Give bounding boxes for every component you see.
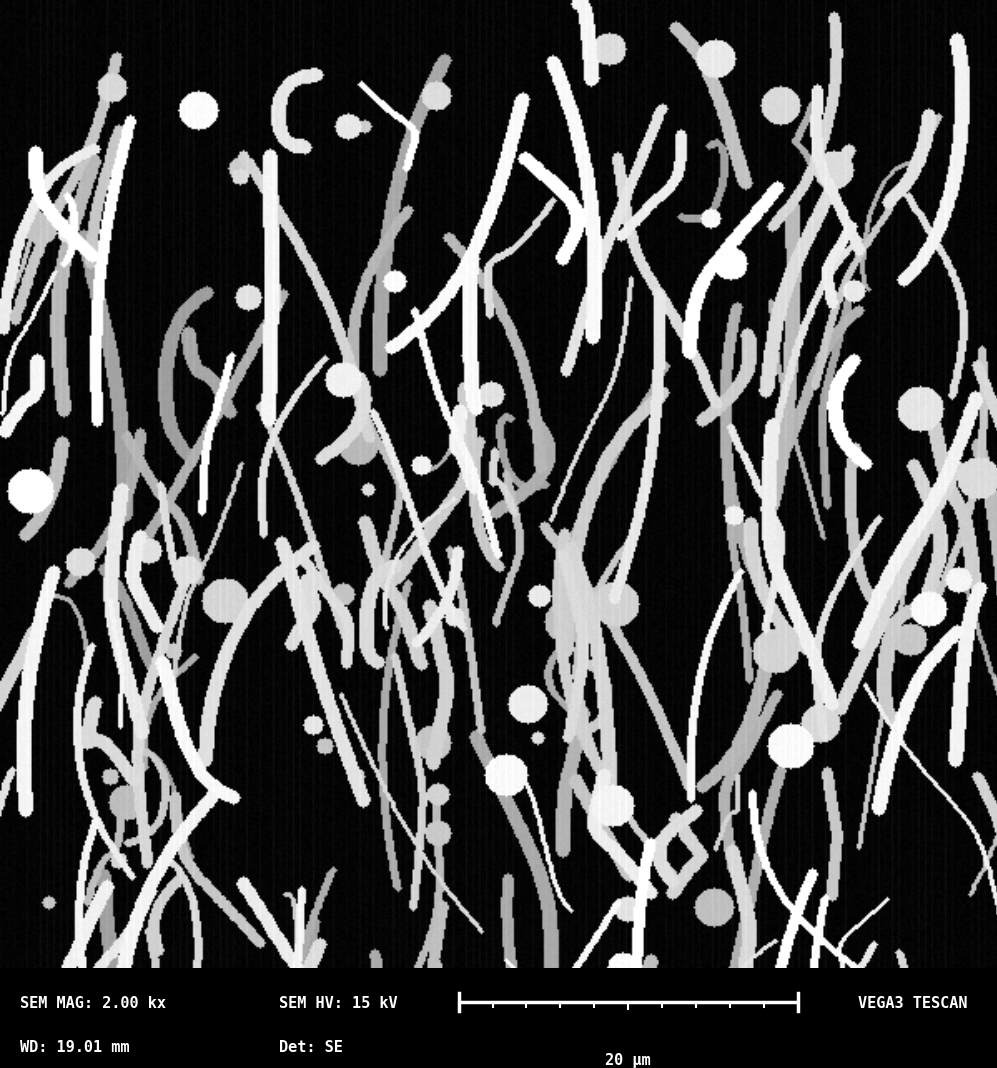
Text: VEGA3 TESCAN: VEGA3 TESCAN (857, 995, 967, 1010)
Text: WD: 19.01 mm: WD: 19.01 mm (20, 1040, 130, 1055)
Text: 20 μm: 20 μm (605, 1053, 651, 1068)
Text: SEM MAG: 2.00 kx: SEM MAG: 2.00 kx (20, 995, 166, 1010)
Text: SEM HV: 15 kV: SEM HV: 15 kV (279, 995, 398, 1010)
Text: Det: SE: Det: SE (279, 1040, 343, 1055)
